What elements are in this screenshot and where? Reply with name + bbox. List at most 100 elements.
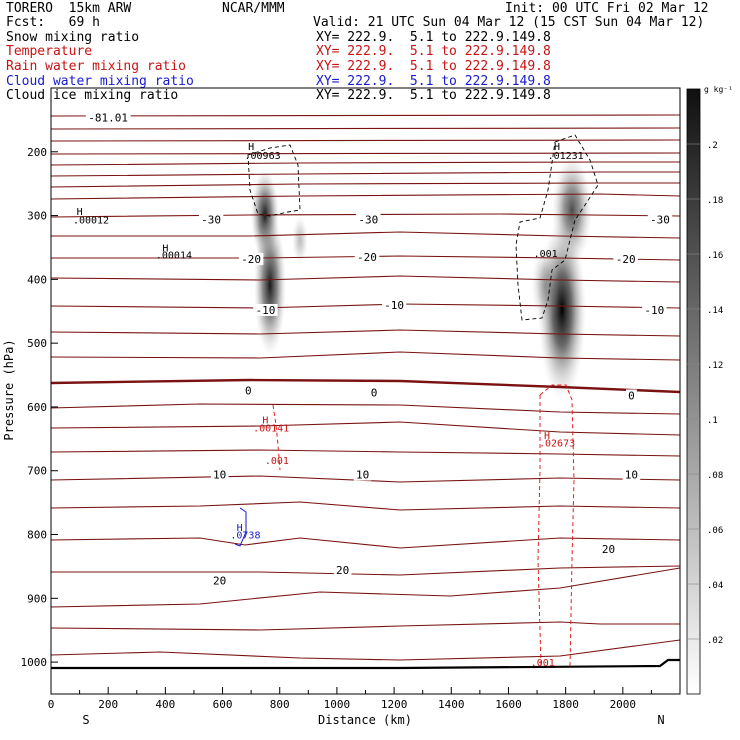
isotherm-label: 20 (336, 564, 349, 577)
x-tick-label: 400 (155, 698, 175, 711)
rain-water-contour-east-right (539, 384, 575, 669)
isotherm-label: 20 (213, 574, 226, 587)
y-tick-label: 200 (27, 146, 47, 159)
extremum-label: H (77, 207, 83, 218)
y-tick-label: 1000 (21, 656, 48, 669)
x-tick-label: 800 (270, 698, 290, 711)
isotherm-label-bg (625, 389, 637, 402)
rain-water-contours (272, 384, 575, 669)
extremum-label: .0738 (230, 531, 260, 542)
isotherm (50, 449, 681, 457)
isotherm-label: 10 (213, 469, 226, 482)
extremum-label: H (162, 243, 168, 254)
isotherm (50, 421, 681, 436)
isotherm-label-bg (647, 213, 673, 226)
extremum-label: .02673 (539, 439, 575, 450)
legend-xy-cloud-ice: XY= 222.9. 5.1 to 222.9.149.8 (316, 88, 551, 103)
valid-time: Valid: 21 UTC Sun 04 Mar 12 (15 CST Sun … (313, 15, 705, 30)
legend-label-cloud-ice: Cloud ice mixing ratio (6, 88, 179, 103)
x-tick-label: 200 (98, 698, 118, 711)
x-tick-label: 600 (213, 698, 233, 711)
isotherm (50, 403, 681, 415)
extrema-labels: H.00012H.00014H.00963H.01231.001H.00141.… (73, 142, 584, 669)
x-tick-label: 2000 (610, 698, 637, 711)
isotherm-label-bg (238, 252, 264, 265)
x-tick-label: 1800 (552, 698, 579, 711)
legend-label-temperature: Temperature (6, 44, 93, 59)
y-tick-label: 700 (27, 465, 47, 478)
isotherm-label-bg (356, 213, 381, 226)
init-time: Init: 00 UTC Fri 02 Mar 12 (505, 1, 709, 16)
isotherm (50, 537, 681, 549)
y-tick-label: 500 (27, 337, 47, 350)
legend-xy-snow: XY= 222.9. 5.1 to 222.9.149.8 (316, 30, 551, 45)
isotherm-plus-10 (50, 475, 681, 483)
x-end-label-north: N (657, 713, 664, 727)
isotherm (50, 114, 681, 117)
isotherm-label-bg (354, 251, 380, 264)
isotherm-minus-20 (51, 255, 681, 261)
colorbar-tick-label: .04 (707, 581, 723, 591)
isotherm (50, 171, 680, 177)
isotherm-label: -10 (255, 304, 275, 317)
y-axis-title: Pressure (hPa) (2, 339, 16, 440)
isotherm-label: 0 (628, 389, 635, 402)
isotherm-label-bg (333, 564, 352, 577)
colorbar-tick-label: .2 (707, 141, 718, 151)
isotherm-label: -30 (650, 213, 670, 226)
x-axis: 0 200 400 600 800 1000 1200 1400 1600 1800 2000 (48, 687, 652, 711)
isotherm-label: 0 (371, 386, 378, 399)
isotherm-label-bg (85, 111, 131, 124)
cloud-ice-contour-west (247, 144, 301, 217)
extremum-label: H (544, 431, 550, 442)
isotherm-label: 10 (356, 469, 369, 482)
extremum-label: .001 (534, 249, 558, 260)
extremum-label: .001 (531, 658, 555, 669)
isotherm-plus-20 (50, 567, 681, 608)
isotherm-label-bg (198, 213, 224, 226)
isotherm-label-bg (381, 298, 407, 311)
x-tick-label: 0 (48, 698, 55, 711)
isotherm-label-bg (253, 303, 278, 316)
isotherm (50, 275, 681, 283)
isotherm-label: -81.01 (88, 111, 128, 124)
extremum-label: .00014 (156, 250, 192, 261)
isotherm-label: 10 (625, 469, 638, 482)
x-tick-label: 1600 (495, 698, 522, 711)
isotherm-label-bg (613, 252, 638, 265)
isotherm (50, 329, 681, 337)
isotherm-label: -20 (616, 253, 636, 266)
forecast-hour: Fcst: 69 h (6, 15, 100, 30)
isotherm (50, 621, 680, 631)
isotherm-label: 0 (245, 384, 252, 397)
isotherm-label-bg (642, 303, 667, 316)
isotherm-label: -10 (644, 304, 664, 317)
isotherm-label: -30 (358, 213, 378, 226)
isotherm-label-bg (353, 468, 372, 481)
legend-label-cloud-water: Cloud water mixing ratio (6, 74, 194, 89)
legend-xy-cloud-water: XY= 222.9. 5.1 to 222.9.149.8 (316, 74, 551, 89)
rain-water-contour-west (272, 404, 281, 471)
colorbar-tick-label: .08 (707, 471, 723, 481)
isotherm-label-bg (599, 543, 618, 556)
isotherm (50, 639, 681, 661)
isotherm (50, 152, 681, 155)
x-tick-label: 1400 (438, 698, 465, 711)
legend-label-rain: Rain water mixing ratio (6, 59, 187, 74)
snow-shading (251, 155, 592, 400)
y-tick-label: 800 (27, 529, 47, 542)
temperature-labels: -30 -30 -30 -20 -20 -20 -10 -10 -10 0 0 0 10 10 10 20 20… (85, 111, 673, 587)
extremum-label: .00012 (73, 215, 109, 226)
snow-plume-west (254, 215, 286, 355)
y-tick-label: 600 (27, 401, 47, 414)
isotherm-label-bg (622, 468, 641, 481)
extremum-label: H (554, 142, 560, 153)
extremum-label: H (248, 142, 254, 153)
colorbar-tick-label: .18 (707, 196, 723, 206)
isotherm-label: -10 (384, 299, 404, 312)
legend-xy-temperature: XY= 222.9. 5.1 to 222.9.149.8 (316, 44, 551, 59)
extremum-label: .001 (265, 456, 289, 467)
cloud-water-contour (234, 507, 247, 547)
isotherm-label-bg (242, 384, 254, 397)
